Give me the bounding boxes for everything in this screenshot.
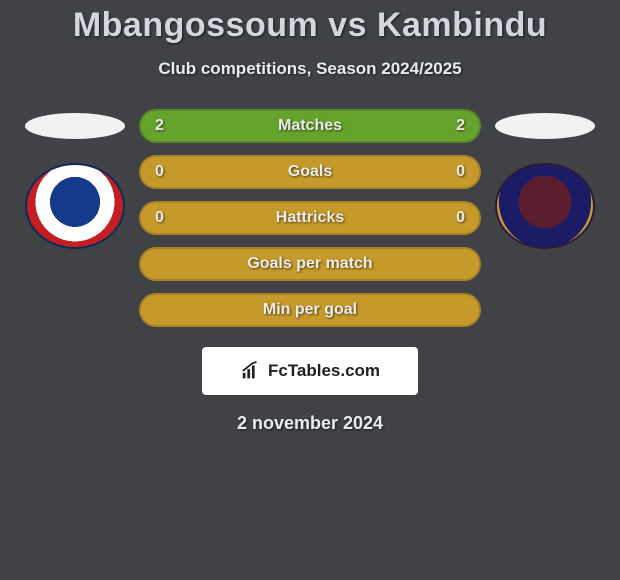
stat-bar: Min per goal	[139, 293, 481, 327]
stat-label: Goals per match	[247, 255, 372, 273]
page-title: Mbangossoum vs Kambindu	[73, 6, 547, 45]
stat-left-value: 0	[155, 209, 164, 227]
stats-area: 2 Matches 2 0 Goals 0 0 Hattricks 0	[0, 109, 620, 327]
stat-row-matches: 2 Matches 2	[139, 109, 481, 143]
chart-icon	[240, 360, 262, 382]
right-club-badge	[495, 163, 595, 249]
stat-bar: 0 Hattricks 0	[139, 201, 481, 235]
stat-right-value: 0	[456, 163, 465, 181]
right-player-col	[485, 109, 605, 249]
stat-bars: 2 Matches 2 0 Goals 0 0 Hattricks 0	[139, 109, 481, 327]
stat-bar: 0 Goals 0	[139, 155, 481, 189]
brand-label: FcTables.com	[268, 361, 380, 381]
stat-label: Goals	[288, 163, 332, 181]
stat-left-value: 0	[155, 163, 164, 181]
stat-left-value: 2	[155, 117, 164, 135]
stat-bar: 2 Matches 2	[139, 109, 481, 143]
right-player-placeholder	[495, 113, 595, 139]
stat-row-hattricks: 0 Hattricks 0	[139, 201, 481, 235]
left-club-badge	[25, 163, 125, 249]
stat-label: Hattricks	[276, 209, 344, 227]
snapshot-date: 2 november 2024	[237, 413, 383, 434]
stat-row-goals: 0 Goals 0	[139, 155, 481, 189]
stat-label: Min per goal	[263, 301, 357, 319]
left-player-placeholder	[25, 113, 125, 139]
stat-right-value: 2	[456, 117, 465, 135]
subtitle: Club competitions, Season 2024/2025	[158, 59, 461, 79]
left-player-col	[15, 109, 135, 249]
brand-box: FcTables.com	[202, 347, 418, 395]
stat-right-value: 0	[456, 209, 465, 227]
stat-row-mpg: Min per goal	[139, 293, 481, 327]
stat-bar: Goals per match	[139, 247, 481, 281]
stat-row-gpm: Goals per match	[139, 247, 481, 281]
stat-label: Matches	[278, 117, 342, 135]
